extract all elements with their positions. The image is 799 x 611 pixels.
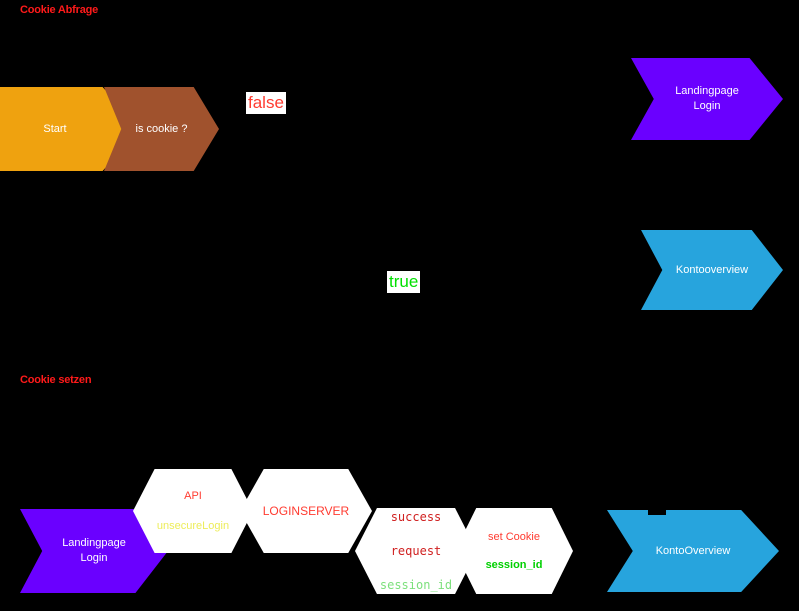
edge-label-true: true [387,271,421,293]
node-kontooverview-bottom[interactable]: KontoOverview [607,510,779,592]
node-set-cookie-shape [455,508,573,594]
node-landingpage-login-top-shape [631,58,783,140]
node-api[interactable]: API unsecureLogin [133,469,253,553]
node-loginserver[interactable]: LOGINSERVER [240,469,372,553]
diagram-canvas: Cookie Abfrage Cookie setzen false true … [0,4,783,594]
node-kontooverview-bottom-shape [607,510,779,592]
node-is-cookie-shape [104,87,219,171]
node-api-shape [133,469,253,553]
node-landingpage-login-top[interactable]: Landingpage Login [631,58,783,140]
node-kontooverview[interactable]: Kontooverview [641,230,783,310]
section-title-cookie-abfrage: Cookie Abfrage [20,4,99,16]
edge-label-false: false [246,92,286,114]
node-kontooverview-bottom-notch [648,505,666,515]
node-is-cookie[interactable]: is cookie ? [104,87,219,171]
node-loginserver-shape [240,469,372,553]
node-kontooverview-shape [641,230,783,310]
node-set-cookie[interactable]: set Cookie session_id [455,508,573,594]
section-title-cookie-setzen: Cookie setzen [20,374,92,386]
